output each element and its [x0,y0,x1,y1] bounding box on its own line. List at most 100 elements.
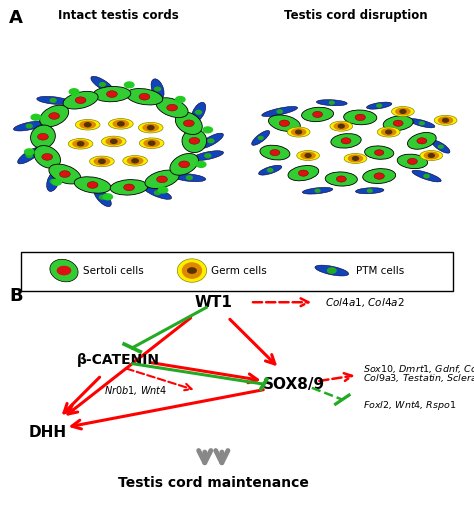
Ellipse shape [302,188,333,194]
Text: $Col4a1$, $Col4a2$: $Col4a1$, $Col4a2$ [325,296,404,309]
Ellipse shape [383,116,413,130]
Ellipse shape [365,146,394,159]
Circle shape [419,122,424,125]
Ellipse shape [191,102,206,122]
Circle shape [443,118,448,122]
Circle shape [155,87,161,91]
Ellipse shape [93,86,131,102]
Ellipse shape [75,119,100,130]
Circle shape [59,171,70,178]
Ellipse shape [363,169,396,183]
Ellipse shape [397,154,428,169]
Circle shape [189,137,200,144]
Circle shape [148,141,155,145]
Circle shape [355,114,365,121]
Ellipse shape [177,259,207,282]
Text: β-CATENIN: β-CATENIN [77,353,160,367]
Ellipse shape [292,129,306,135]
Text: DHH: DHH [28,425,66,440]
Circle shape [21,81,216,201]
Circle shape [100,83,105,86]
Circle shape [132,159,138,163]
Circle shape [305,154,311,157]
Circle shape [188,268,196,273]
Ellipse shape [262,106,298,116]
Ellipse shape [126,89,163,105]
Circle shape [50,180,56,183]
Ellipse shape [145,170,179,189]
Circle shape [26,154,32,158]
Circle shape [75,97,86,104]
Circle shape [167,104,178,111]
Circle shape [312,111,323,117]
Circle shape [25,149,34,155]
Circle shape [267,169,273,172]
Circle shape [57,266,71,275]
Text: B: B [9,287,23,304]
Ellipse shape [356,188,384,194]
Circle shape [31,114,41,120]
Ellipse shape [94,188,111,206]
Circle shape [158,187,168,193]
Ellipse shape [74,177,111,193]
Text: $Sox10$, $Dmrt1$, $Gdnf$, $Col4$: $Sox10$, $Dmrt1$, $Gdnf$, $Col4$ [363,363,474,375]
Circle shape [270,149,280,156]
Text: PTM cells: PTM cells [356,266,404,276]
Ellipse shape [173,173,206,182]
Ellipse shape [63,91,98,109]
Ellipse shape [40,105,69,127]
Circle shape [139,93,150,100]
Ellipse shape [109,118,133,129]
Circle shape [298,170,309,176]
Circle shape [69,89,79,95]
Ellipse shape [259,165,282,175]
Ellipse shape [128,157,143,164]
Text: SOX8/9: SOX8/9 [263,377,325,392]
Circle shape [205,154,211,158]
Circle shape [400,110,406,113]
Circle shape [175,96,185,102]
Ellipse shape [50,259,78,282]
Circle shape [428,154,434,157]
Circle shape [52,179,62,185]
Ellipse shape [170,154,199,175]
Ellipse shape [151,79,164,99]
Ellipse shape [156,98,188,117]
Ellipse shape [144,186,172,199]
Circle shape [124,184,135,191]
Text: Germ cells: Germ cells [211,266,267,276]
Ellipse shape [392,106,414,116]
Ellipse shape [113,121,128,127]
Circle shape [50,99,56,102]
Circle shape [329,101,334,104]
Ellipse shape [106,138,121,145]
Ellipse shape [424,152,438,159]
Ellipse shape [182,129,207,152]
Circle shape [258,136,263,139]
Ellipse shape [37,96,70,104]
Circle shape [196,111,201,114]
Ellipse shape [438,117,453,124]
Circle shape [196,161,206,167]
Circle shape [341,138,351,144]
Ellipse shape [301,152,315,159]
Ellipse shape [287,127,310,137]
Ellipse shape [252,130,270,145]
Circle shape [338,124,344,128]
Ellipse shape [175,112,202,135]
Circle shape [155,191,161,194]
Ellipse shape [344,154,367,163]
Ellipse shape [199,133,223,149]
Circle shape [424,174,429,178]
Circle shape [315,189,320,192]
Ellipse shape [143,124,158,131]
Ellipse shape [46,171,60,191]
Ellipse shape [68,138,93,149]
Ellipse shape [110,180,148,195]
Ellipse shape [144,140,159,147]
Circle shape [147,126,154,129]
Ellipse shape [366,102,392,109]
Ellipse shape [138,123,163,133]
Ellipse shape [90,156,114,167]
Circle shape [336,176,346,182]
